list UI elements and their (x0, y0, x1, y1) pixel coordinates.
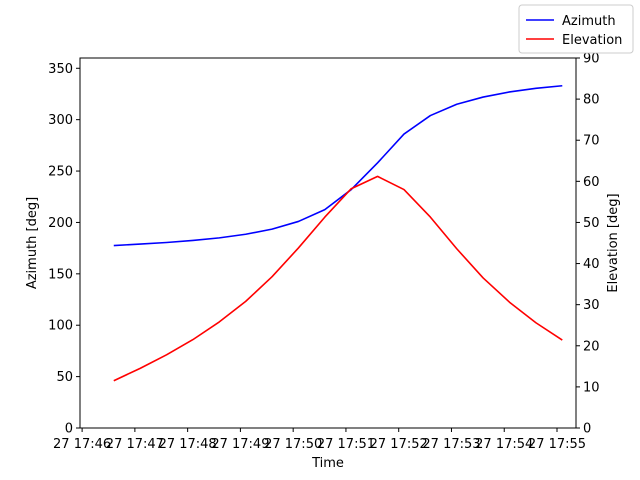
legend: Azimuth Elevation (518, 4, 634, 54)
left-tick-label: 50 (56, 370, 73, 385)
legend-label-elevation: Elevation (562, 33, 622, 48)
series-line-azimuth (113, 84, 563, 247)
left-tick-label: 0 (65, 422, 73, 437)
left-tick-label: 200 (48, 216, 73, 231)
left-tick-label: 300 (48, 113, 73, 128)
x-tick-label: 27 17:52 (370, 437, 428, 452)
right-tick-label: 0 (583, 422, 591, 437)
x-tick-label: 27 17:48 (159, 437, 217, 452)
right-tick-label: 70 (583, 134, 600, 149)
legend-box (518, 4, 634, 54)
right-tick-label: 40 (583, 257, 600, 272)
x-tick-label: 27 17:47 (106, 437, 164, 452)
x-tick-label: 27 17:53 (422, 437, 480, 452)
x-tick-label: 27 17:54 (475, 437, 533, 452)
x-tick-label: 27 17:50 (264, 437, 322, 452)
y-axis-right-label: Elevation [deg] (606, 193, 621, 292)
series-line-elevation (113, 175, 563, 382)
right-tick-label: 60 (583, 175, 600, 190)
x-tick-label: 27 17:46 (53, 437, 111, 452)
x-tick-label: 27 17:49 (211, 437, 269, 452)
x-tick-label: 27 17:51 (317, 437, 375, 452)
right-tick-label: 30 (583, 298, 600, 313)
left-tick-label: 250 (48, 165, 73, 180)
right-tick-label: 50 (583, 216, 600, 231)
left-tick-label: 100 (48, 319, 73, 334)
right-axis-ticks: 0 10 20 30 40 50 60 70 80 90 (576, 52, 600, 437)
y-axis-left-label: Azimuth [deg] (25, 197, 40, 289)
legend-label-azimuth: Azimuth (562, 14, 616, 29)
right-tick-label: 10 (583, 380, 600, 395)
x-axis-label: Time (311, 456, 344, 471)
left-axis-ticks: 0 50 100 150 200 250 300 350 (48, 62, 80, 437)
right-tick-label: 90 (583, 52, 600, 67)
x-tick-label: 27 17:55 (528, 437, 586, 452)
left-tick-label: 350 (48, 62, 73, 77)
right-tick-label: 80 (583, 93, 600, 108)
right-tick-label: 20 (583, 339, 600, 354)
left-tick-label: 150 (48, 267, 73, 282)
series-layer (113, 84, 563, 382)
